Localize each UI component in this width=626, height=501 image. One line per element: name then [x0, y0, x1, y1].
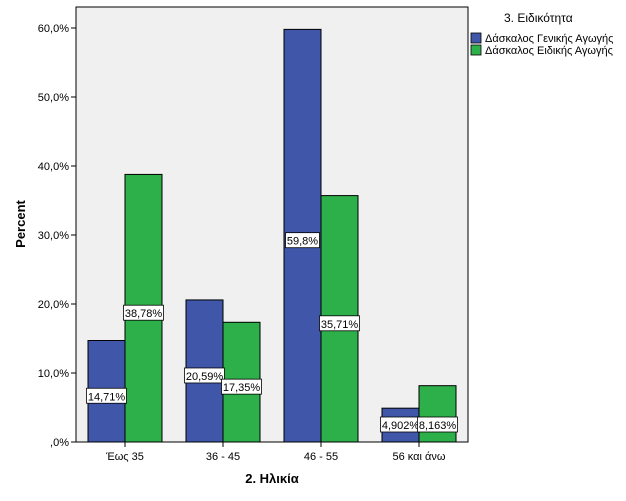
data-label-text: 20,59% — [186, 371, 224, 383]
data-label: 59,8% — [285, 232, 320, 249]
data-label-box — [86, 387, 127, 404]
y-axis-title: Percent — [13, 199, 28, 247]
data-label-box — [417, 416, 458, 433]
x-axis: Έως 35 36 - 45 46 - 55 56 και άνω — [105, 442, 446, 463]
data-label-text: 17,35% — [223, 382, 261, 394]
data-label-text: 4,902% — [382, 420, 420, 432]
legend-swatch — [470, 32, 482, 44]
data-label-box — [221, 378, 262, 395]
legend-title: 3. Ειδικότητα — [504, 11, 573, 25]
data-label: 4,902% — [380, 416, 421, 433]
y-tick-label: 30,0% — [38, 230, 69, 242]
data-label: 38,78% — [123, 304, 164, 321]
data-label-text: 14,71% — [88, 391, 126, 403]
x-tick-label: 56 και άνω — [393, 451, 446, 463]
data-label-box — [184, 367, 225, 384]
legend-label: Δάσκαλος Ειδικής Αγωγής — [485, 45, 613, 57]
y-tick-label: 20,0% — [38, 299, 69, 311]
data-label: 20,59% — [184, 367, 225, 384]
x-tick-label: 36 - 45 — [206, 451, 240, 463]
data-label: 8,163% — [417, 416, 458, 433]
data-label: 35,71% — [319, 315, 360, 332]
data-label-text: 35,71% — [321, 319, 359, 331]
bar — [418, 385, 457, 443]
y-tick-label: 10,0% — [38, 368, 69, 380]
y-tick-label: 50,0% — [38, 92, 69, 104]
legend-label: Δάσκαλος Γενικής Αγωγής — [485, 33, 613, 45]
data-label-box — [285, 232, 320, 249]
legend: 3. Ειδικότητα Δάσκαλος Γενικής ΑγωγήςΔάσ… — [470, 11, 613, 57]
y-tick-label: ,0% — [50, 437, 69, 449]
data-label-text: 59,8% — [287, 236, 318, 248]
data-label: 17,35% — [221, 378, 262, 395]
x-tick-label: 46 - 55 — [304, 451, 338, 463]
legend-swatch — [470, 44, 482, 56]
data-label: 14,71% — [86, 387, 127, 404]
x-tick-label: Έως 35 — [105, 451, 144, 463]
data-label-text: 8,163% — [419, 420, 457, 432]
x-axis-title: 2. Ηλικία — [245, 471, 299, 486]
data-label-text: 38,78% — [125, 308, 163, 320]
data-labels: 14,71% 20,59% 59,8% 4,902% 38,78% 17,35% 35,71… — [86, 232, 458, 433]
y-tick-label: 40,0% — [38, 161, 69, 173]
y-axis: ,0% 10,0% 20,0% 30,0% 40,0% 50,0% 60,0% — [38, 23, 76, 449]
y-tick-label: 60,0% — [38, 23, 69, 35]
data-label-box — [123, 304, 164, 321]
data-label-box — [319, 315, 360, 332]
